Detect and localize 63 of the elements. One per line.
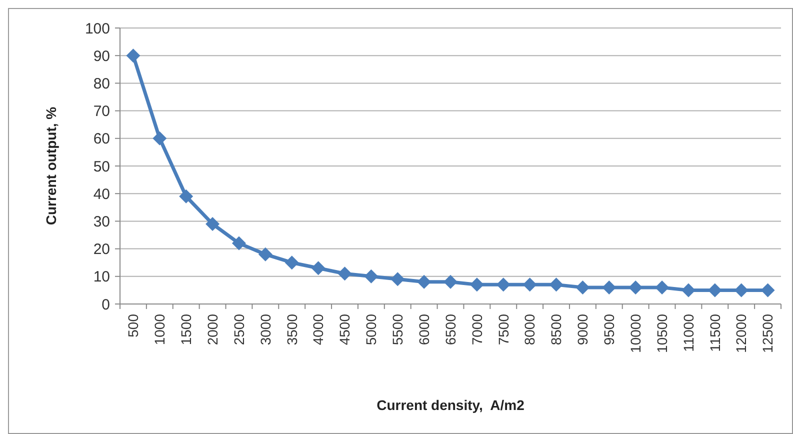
x-axis-title: Current density, A/m2 (376, 397, 525, 413)
point (628, 280, 643, 294)
y-tick-label: 100 (84, 20, 110, 38)
point (760, 283, 775, 298)
point (602, 280, 616, 294)
x-tick-label: 7500 (495, 314, 512, 346)
y-tick-label: 60 (93, 130, 110, 148)
x-tick-label: 3000 (257, 314, 274, 346)
x-tick-label: 2000 (204, 314, 220, 346)
x-tick-label: 11000 (680, 314, 696, 352)
y-tick-label: 40 (93, 186, 110, 203)
x-tick-label: 1000 (152, 314, 168, 346)
point (496, 278, 510, 292)
y-tick-label: 30 (93, 213, 110, 230)
y-tick-label: 80 (93, 75, 110, 92)
x-tick-label: 10500 (654, 314, 670, 353)
x-tick-label: 1500 (178, 314, 194, 346)
point (522, 278, 537, 292)
point (549, 278, 564, 292)
y-tick-label: 0 (102, 296, 110, 314)
x-tick-label: 7000 (468, 314, 485, 346)
x-tick-label: 8500 (548, 314, 564, 346)
point (417, 274, 432, 289)
point (152, 131, 167, 146)
point (734, 283, 748, 298)
x-tick-label: 5500 (390, 314, 406, 346)
point (258, 247, 272, 262)
point (444, 274, 458, 289)
point (232, 236, 246, 250)
point (126, 48, 140, 63)
point (206, 216, 220, 231)
y-tick-label: 10 (93, 268, 110, 286)
x-tick-label: 5000 (363, 314, 380, 346)
y-tick-label: 50 (93, 158, 110, 176)
point (655, 280, 670, 294)
x-tick-label: 8000 (522, 314, 538, 346)
point (681, 283, 696, 298)
y-tick-label: 20 (93, 241, 110, 258)
x-tick-label: 500 (125, 314, 142, 338)
x-tick-label: 11500 (706, 314, 723, 352)
point (179, 189, 194, 204)
x-tick-label: 6500 (442, 314, 458, 346)
x-tick-label: 12500 (760, 314, 776, 353)
point (390, 272, 405, 286)
point (470, 278, 484, 292)
point (364, 269, 378, 284)
x-tick-label: 6000 (416, 314, 432, 346)
y-tick-label: 70 (93, 103, 110, 120)
x-tick-label: 2500 (230, 314, 247, 346)
point (338, 266, 352, 281)
x-tick-label: 12000 (733, 314, 750, 353)
y-axis-title: Current output, % (43, 106, 59, 226)
y-tick-label: 90 (93, 48, 110, 65)
point (708, 283, 722, 298)
x-tick-label: 3500 (284, 314, 300, 346)
point (576, 280, 590, 294)
point (311, 261, 326, 276)
x-tick-label: 10000 (627, 314, 644, 353)
x-tick-label: 9500 (601, 314, 618, 346)
x-tick-label: 4500 (336, 314, 353, 346)
x-tick-label: 9000 (574, 314, 591, 346)
point (284, 256, 299, 270)
x-tick-label: 4000 (310, 314, 326, 346)
